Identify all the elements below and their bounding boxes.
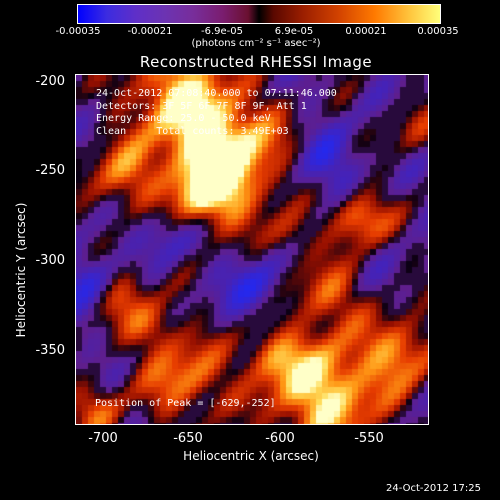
colorbar-tick: -6.9e-05 [201,26,243,37]
y-tick-label: -250 [35,163,65,178]
colorbar-tick: 6.9e-05 [274,26,314,37]
colorbar-tick: 0.00035 [417,26,459,37]
colorbar-tick: -0.00021 [127,26,173,37]
y-tick-label: -200 [35,74,65,89]
info-line: Energy Range: 25.0 - 50.0 keV [96,113,271,124]
y-tick-label: -300 [35,253,65,268]
colorbar-tick: -0.00035 [55,26,101,37]
info-line: 24-Oct-2012 07:08:40.000 to 07:11:46.000 [96,88,337,99]
y-axis-label: Heliocentric Y (arcsec) [14,202,28,338]
observation-info: 24-Oct-2012 07:08:40.000 to 07:11:46.000… [96,88,337,138]
footer-timestamp: 24-Oct-2012 17:25 [386,483,481,494]
peak-position: Position of Peak = [-629,-252] [95,398,276,409]
info-line: Clean Total counts: 3.49E+03 [96,125,289,137]
colorbar [77,4,441,24]
colorbar-tick: 0.00021 [345,26,387,37]
x-tick-label: -700 [88,431,118,446]
image-canvas [76,75,428,424]
x-axis-label: Heliocentric X (arcsec) [183,449,319,463]
plot-title: Reconstructed RHESSI Image [139,53,373,71]
x-tick-label: -600 [265,431,295,446]
colorbar-units: (photons cm⁻² s⁻¹ asec⁻²) [191,38,321,49]
x-tick-label: -550 [354,431,384,446]
y-tick-label: -350 [35,343,65,358]
rhessi-image [75,74,429,425]
info-line: Detectors: 3F 5F 6F 7F 8F 9F, Att 1 [96,100,307,112]
x-tick-label: -650 [173,431,203,446]
